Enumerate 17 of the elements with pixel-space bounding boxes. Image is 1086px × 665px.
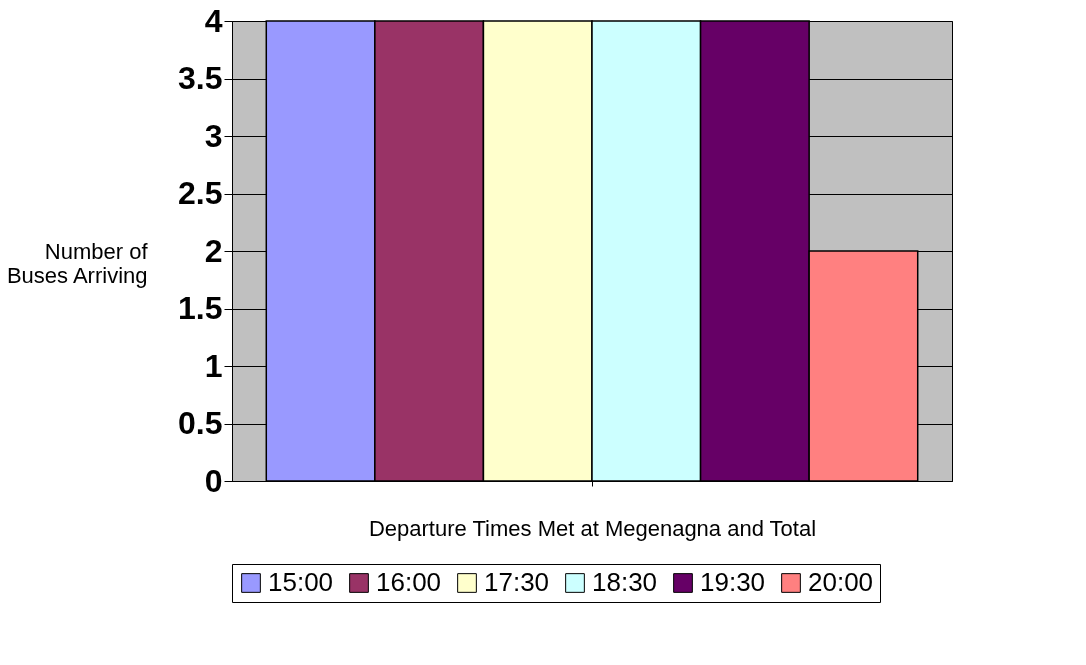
y-tick-label: 4	[204, 2, 223, 39]
legend-label: 17:30	[484, 567, 550, 597]
legend-label: 20:00	[808, 567, 874, 597]
y-tick-label: 3.5	[178, 60, 223, 96]
y-tick-label: 0	[204, 462, 223, 499]
y-tick-label: 1.5	[178, 290, 223, 326]
legend-label: 18:30	[592, 567, 658, 597]
legend-label: 16:00	[376, 567, 442, 597]
y-tick-label: 0.5	[178, 405, 223, 441]
y-tick-label: 3	[204, 117, 223, 154]
legend-label: 15:00	[268, 567, 334, 597]
y-axis-title: Number of Buses Arriving	[6, 238, 149, 288]
legend-label: 19:30	[700, 567, 766, 597]
y-tick-label: 2.5	[178, 175, 223, 211]
x-axis-title: Departure Times Met at Megenagna and Total	[368, 515, 817, 541]
y-tick-label: 2	[204, 232, 223, 269]
y-tick-label: 1	[204, 347, 223, 384]
